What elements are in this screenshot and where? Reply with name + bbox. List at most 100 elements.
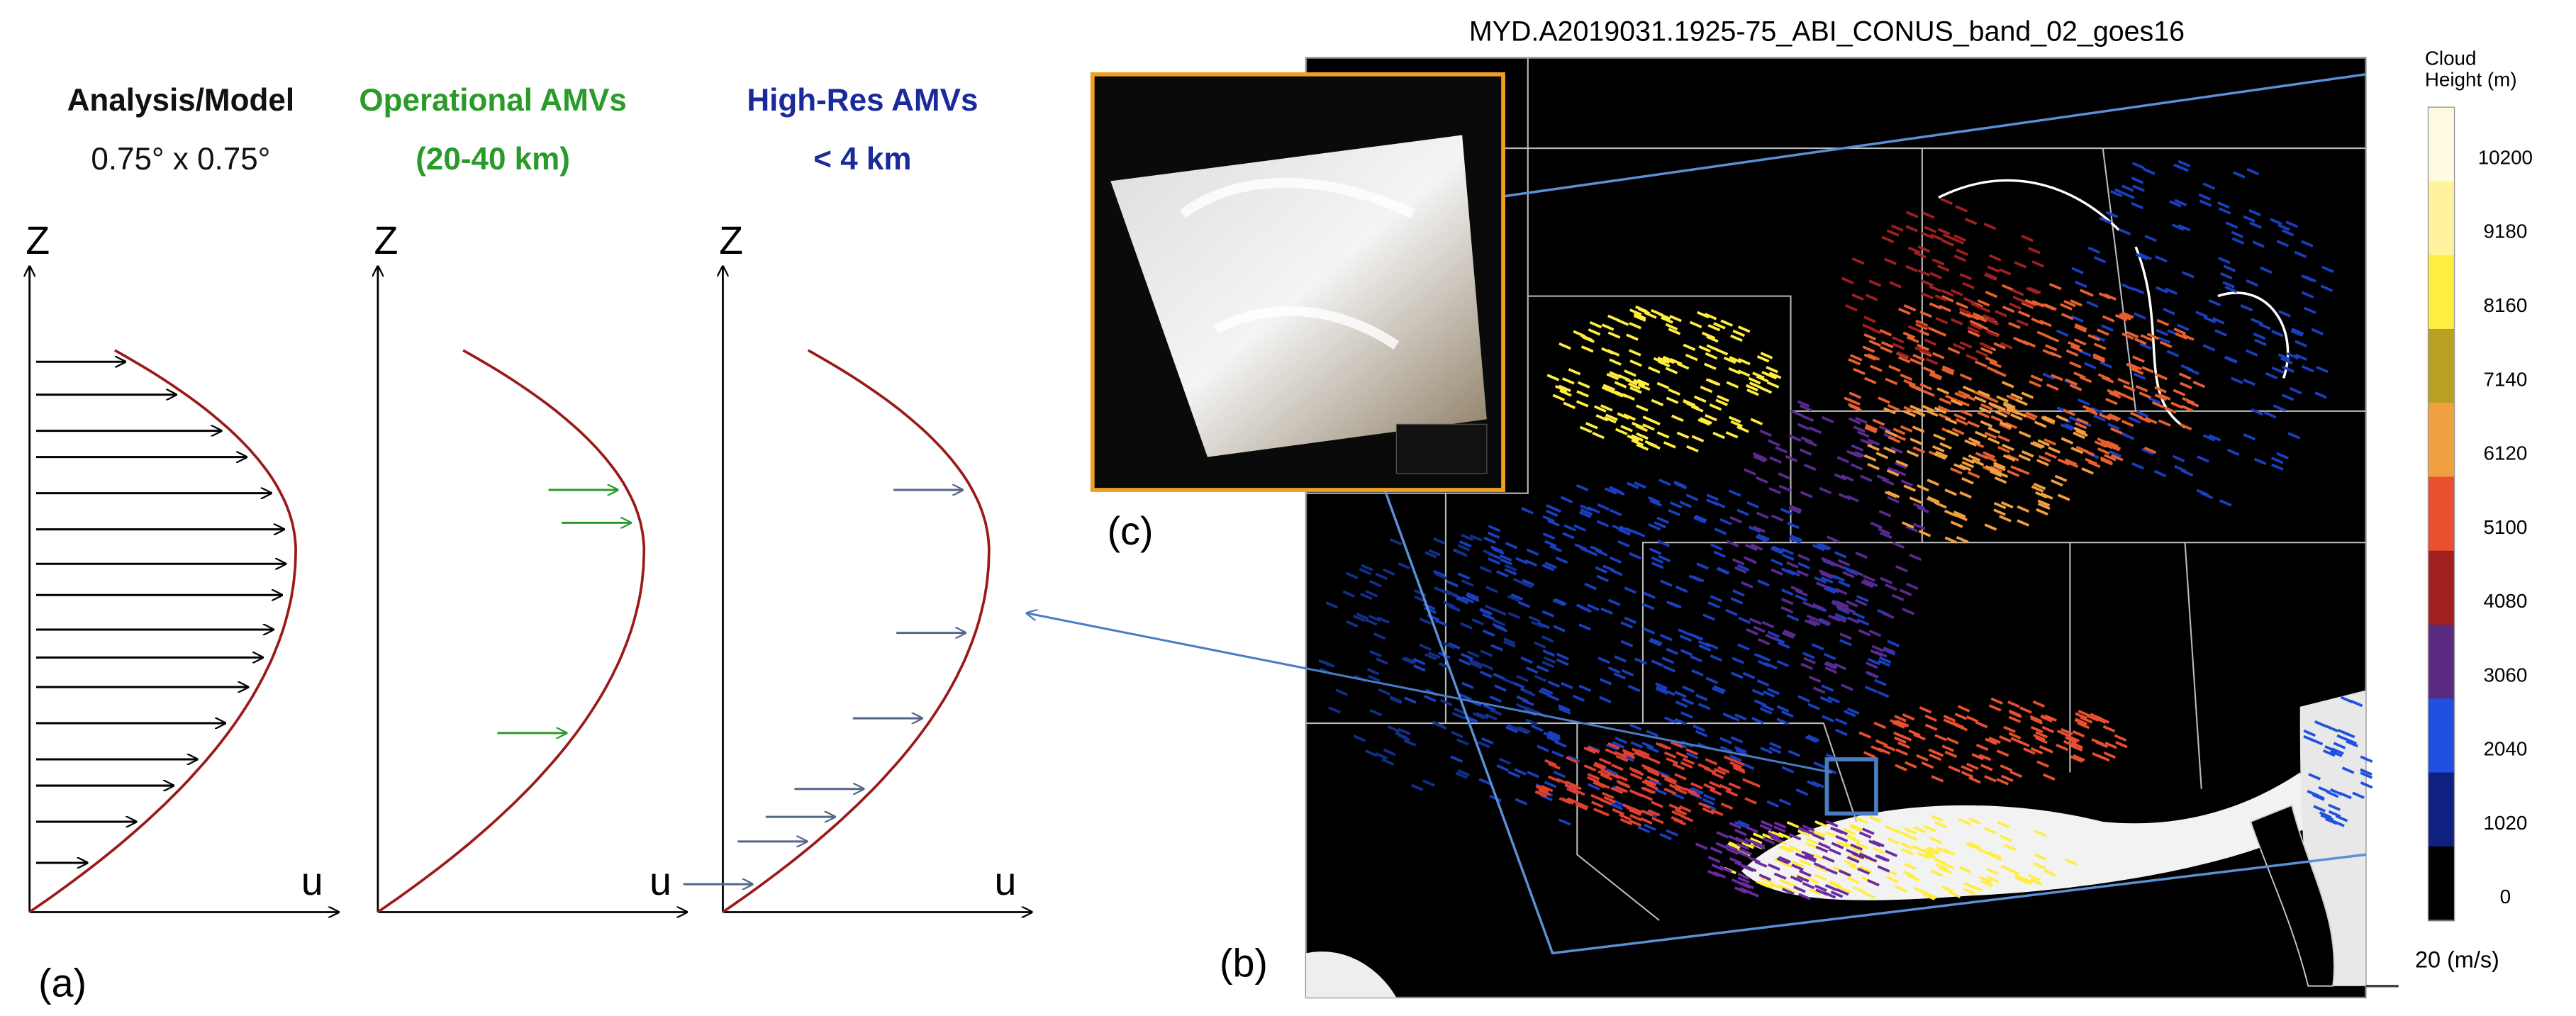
wind-barb [1615, 754, 1629, 762]
wind-barb [1604, 416, 1617, 424]
wind-barb [1849, 823, 1863, 831]
wind-barb [1944, 417, 1958, 425]
wind-barb [1590, 545, 1603, 553]
wind-barb [1822, 855, 1835, 863]
wind-barb [1734, 886, 1747, 894]
wind-barb [1980, 347, 1993, 355]
wind-barb [2172, 454, 2185, 463]
wind-barb [2108, 391, 2121, 399]
wind-barb [2100, 457, 2113, 464]
wind-barb [2092, 353, 2106, 361]
wind-barb [1561, 797, 1574, 805]
wind-barb [1999, 420, 2012, 429]
wind-barb [1544, 759, 1557, 766]
wind-barb [1631, 439, 1644, 447]
wind-barb [1951, 237, 1965, 245]
wind-barb [2109, 190, 2123, 198]
wind-barb [2063, 300, 2076, 308]
wind-barb [1644, 778, 1657, 786]
wind-barb [2311, 328, 2324, 335]
wind-barb [2098, 413, 2112, 421]
wind-barb [1673, 480, 1686, 489]
wind-barb [2067, 735, 2080, 742]
wind-barb [1725, 608, 1738, 617]
wind-barb [1587, 776, 1600, 784]
wind-barb [2346, 739, 2358, 748]
wind-barb [1611, 390, 1624, 398]
wind-barb [1867, 878, 1880, 887]
wind-barb [2115, 741, 2128, 749]
wind-barb [1687, 790, 1700, 798]
wind-barb [1635, 404, 1649, 412]
wind-barb [1680, 711, 1693, 719]
wind-barb [1939, 397, 1952, 405]
colorbar-tick-label: 1020 [2483, 812, 2527, 834]
wind-barb [1933, 433, 1946, 441]
wind-barb [2273, 404, 2286, 412]
wind-barb [1525, 666, 1539, 674]
state-border [1576, 723, 1660, 921]
wind-barb [1760, 747, 1773, 754]
wind-barb [1959, 373, 1973, 381]
wind-barb [2314, 391, 2327, 399]
wind-barb [1861, 581, 1874, 588]
wind-barb [1730, 420, 1744, 428]
wind-barb [1846, 848, 1858, 856]
wind-barb [1953, 510, 1966, 518]
wind-barb [1719, 737, 1732, 744]
wind-barb [1934, 294, 1948, 302]
wind-barb [1563, 401, 1576, 409]
wind-barb [1768, 746, 1782, 754]
wind-barb [1989, 360, 2002, 369]
wind-barb [1815, 845, 1829, 854]
wind-barb [1845, 600, 1858, 608]
wind-barb [1735, 749, 1749, 757]
wind-barb [1544, 562, 1558, 569]
wind-barb [1816, 543, 1829, 551]
wind-barb [1927, 846, 1941, 854]
wind-barb [1640, 793, 1654, 801]
wind-barb [1986, 876, 2000, 883]
wind-barb [1719, 783, 1732, 792]
wind-barb [1607, 666, 1621, 674]
wind-barb [2092, 334, 2106, 342]
wind-barb [2065, 349, 2079, 357]
wind-barb [2314, 720, 2327, 728]
wind-barb [2141, 366, 2154, 374]
wind-barb [2087, 460, 2101, 469]
wind-barb [1707, 379, 1721, 386]
wind-barb [1765, 633, 1778, 642]
wind-barb [1939, 304, 1951, 313]
wind-barb [1899, 734, 1912, 742]
wind-barb [1742, 671, 1756, 679]
wind-barb [1929, 837, 1942, 844]
wind-barb [1927, 496, 1940, 503]
wind-barb [1917, 245, 1931, 253]
wind-barb [1889, 281, 1902, 289]
wind-barb [1848, 398, 1861, 406]
wind-barb [1746, 389, 1759, 396]
wind-barb [2031, 260, 2044, 268]
wind-barb [1931, 258, 1945, 266]
wind-barb [1855, 551, 1868, 559]
wind-barb [1868, 340, 1882, 347]
wind-barb [1846, 856, 1860, 864]
wind-barb [2073, 426, 2087, 435]
wind-barb [1512, 681, 1525, 689]
wind-barb [2341, 766, 2355, 774]
colorbar-title: Height (m) [2425, 68, 2517, 90]
wind-barb [1480, 649, 1493, 657]
wind-barb [1775, 446, 1788, 454]
wind-barb [1597, 809, 1610, 817]
wind-barb [2031, 317, 2044, 325]
wind-barb [1549, 545, 1562, 552]
wind-barb [1691, 435, 1705, 442]
wind-barb [1712, 431, 1725, 440]
wind-barb [2126, 330, 2139, 339]
wind-barb [1713, 322, 1726, 330]
wind-barb [1629, 322, 1641, 330]
wind-barb [1758, 659, 1771, 668]
wind-barb [1935, 863, 1948, 871]
wind-barb [2090, 406, 2104, 415]
wind-barb [1861, 827, 1875, 835]
